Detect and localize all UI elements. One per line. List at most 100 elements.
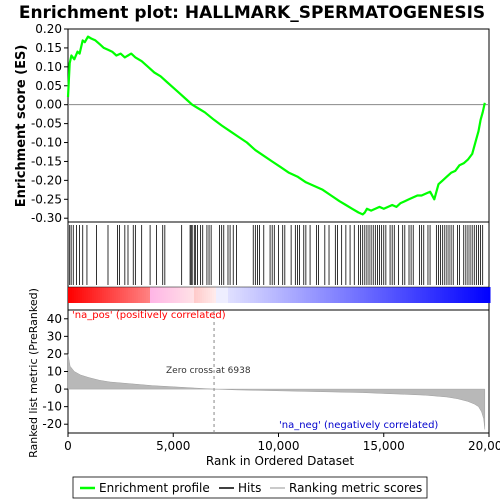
rank-colorbar-cell	[422, 287, 425, 303]
rank-colorbar-cell	[340, 287, 343, 303]
rank-colorbar-cell	[238, 287, 241, 303]
rank-colorbar-cell	[410, 287, 413, 303]
rank-colorbar-cell	[148, 287, 151, 303]
rank-colorbar-cell	[268, 287, 271, 303]
rank-colorbar-cell	[306, 287, 309, 303]
rank-colorbar-cell	[288, 287, 291, 303]
rank-colorbar-cell	[90, 287, 93, 303]
rank-colorbar-cell	[366, 287, 369, 303]
rank-colorbar-cell	[362, 287, 365, 303]
rank-colorbar-cell	[392, 287, 395, 303]
metric-tick-label: -10	[42, 400, 62, 414]
metric-tick-label: 10	[47, 365, 62, 379]
rank-colorbar-cell	[126, 287, 129, 303]
rank-colorbar-cell	[400, 287, 403, 303]
rank-colorbar-cell	[202, 287, 205, 303]
rank-colorbar-cell	[136, 287, 139, 303]
metric-axis: 40 30 20 10 0 -10 -20	[42, 312, 68, 431]
rank-colorbar-cell	[448, 287, 451, 303]
rank-colorbar-cell	[346, 287, 349, 303]
rank-colorbar-cell	[304, 287, 307, 303]
rank-colorbar-cell	[466, 287, 469, 303]
rank-colorbar-cell	[212, 287, 215, 303]
rank-colorbar-cell	[186, 287, 189, 303]
metric-tick-label: 0	[54, 382, 62, 396]
rank-colorbar-cell	[376, 287, 379, 303]
rank-colorbar-cell	[438, 287, 441, 303]
rank-colorbar-cell	[240, 287, 243, 303]
rank-colorbar-cell	[174, 287, 177, 303]
rank-colorbar-cell	[432, 287, 435, 303]
rank-colorbar-cell	[260, 287, 263, 303]
rank-colorbar-cell	[302, 287, 305, 303]
es-tick-label: 0.10	[35, 60, 62, 74]
rank-colorbar-cell	[108, 287, 111, 303]
rank-colorbar-cell	[484, 287, 487, 303]
rank-colorbar-cell	[142, 287, 145, 303]
rank-colorbar-cell	[296, 287, 299, 303]
metric-tick-label: -20	[42, 417, 62, 431]
rank-colorbar-cell	[236, 287, 239, 303]
rank-colorbar-cell	[274, 287, 277, 303]
rank-colorbar-cell	[82, 287, 85, 303]
rank-colorbar-cell	[336, 287, 339, 303]
rank-colorbar-cell	[266, 287, 269, 303]
rank-colorbar-cell	[314, 287, 317, 303]
rank-colorbar-cell	[326, 287, 329, 303]
es-tick-label: -0.20	[31, 173, 62, 187]
rank-colorbar-cell	[196, 287, 199, 303]
rank-colorbar-cell	[68, 287, 71, 303]
rank-colorbar-cell	[94, 287, 97, 303]
rank-colorbar-cell	[356, 287, 359, 303]
rank-colorbar-cell	[146, 287, 149, 303]
es-tick-label: 0.05	[35, 79, 62, 93]
rank-colorbar-cell	[330, 287, 333, 303]
rank-colorbar-cell	[372, 287, 375, 303]
rank-colorbar-cell	[348, 287, 351, 303]
rank-colorbar-cell	[342, 287, 345, 303]
legend: Enrichment profile Hits Ranking metric s…	[72, 476, 428, 499]
rank-colorbar-cell	[84, 287, 87, 303]
rank-colorbar-cell	[244, 287, 247, 303]
rank-colorbar-cell	[368, 287, 371, 303]
rank-colorbar-cell	[444, 287, 447, 303]
rank-colorbar-cell	[328, 287, 331, 303]
rank-colorbar-cell	[468, 287, 471, 303]
rank-colorbar-cell	[96, 287, 99, 303]
rank-colorbar-cell	[262, 287, 265, 303]
enrichment-profile-line	[66, 35, 486, 216]
rank-colorbar-cell	[180, 287, 183, 303]
rank-colorbar-cell	[228, 287, 231, 303]
es-tick-label: -0.30	[31, 211, 62, 225]
rank-colorbar-cell	[398, 287, 401, 303]
rank-colorbar-cell	[430, 287, 433, 303]
rank-colorbar-cell	[278, 287, 281, 303]
rank-colorbar-cell	[322, 287, 325, 303]
rank-colorbar-cell	[70, 287, 73, 303]
rank-colorbar-cell	[352, 287, 355, 303]
hits-layer	[69, 225, 484, 285]
rank-colorbar-cell	[458, 287, 461, 303]
rank-colorbar-cell	[412, 287, 415, 303]
rank-colorbar-cell	[224, 287, 227, 303]
rank-colorbar-cell	[72, 287, 75, 303]
rank-colorbar-cell	[188, 287, 191, 303]
rank-colorbar-cell	[246, 287, 249, 303]
rank-colorbar-cell	[156, 287, 159, 303]
rank-colorbar-cell	[222, 287, 225, 303]
rank-colorbar-cell	[424, 287, 427, 303]
rank-colorbar-cell	[242, 287, 245, 303]
rank-colorbar-cell	[460, 287, 463, 303]
rank-colorbar-cell	[294, 287, 297, 303]
xlabel: Rank in Ordered Dataset	[206, 454, 354, 468]
metric-ylabel: Ranked list metric (PreRanked)	[27, 288, 40, 458]
rank-colorbar-cell	[150, 287, 153, 303]
rank-colorbar-cell	[282, 287, 285, 303]
rank-colorbar-cell	[166, 287, 169, 303]
x-tick-label: 10,000	[258, 439, 300, 453]
rank-colorbar-cell	[308, 287, 311, 303]
rank-colorbar-cell	[86, 287, 89, 303]
rank-colorbar-cell	[216, 287, 219, 303]
rank-colorbar-cell	[442, 287, 445, 303]
rank-colorbar-cell	[374, 287, 377, 303]
